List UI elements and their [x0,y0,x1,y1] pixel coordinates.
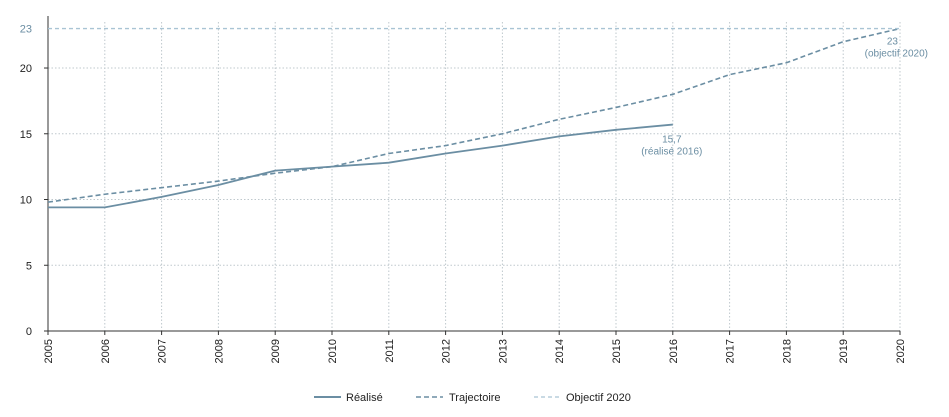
x-tick-label: 2020 [895,339,907,363]
x-tick-label: 2015 [611,339,623,363]
series-group [47,27,901,209]
x-tick-label: 2014 [554,339,566,363]
y-tick-label: 5 [26,260,32,272]
legend-label-realise: Réalisé [346,392,383,404]
x-tick-label: 2009 [270,339,282,363]
x-tick-label: 2017 [725,339,737,363]
series-line-r-alis- [48,123,673,209]
x-tick-label: 2005 [43,339,55,363]
y-axis: 0 5 10 15 20 23 [20,16,49,338]
x-tick-label: 2013 [497,339,509,363]
y-tick-label: 0 [26,326,32,338]
legend: Réalisé Trajectoire Objectif 2020 [314,392,631,404]
legend-label-objectif: Objectif 2020 [566,392,631,404]
y-tick-label: 20 [20,63,32,75]
objective-axis-label: 23 [20,24,32,36]
annotation-objectif-2020-value: 23 [887,37,899,48]
series-line-trajectoire [47,27,901,203]
x-tick-label: 2016 [668,339,680,363]
annotation-realise-2016-caption: (réalisé 2016) [641,147,702,158]
x-tick-label: 2018 [781,339,793,363]
legend-label-trajectoire: Trajectoire [449,392,501,404]
x-tick-label: 2010 [327,339,339,363]
x-tick-label: 2008 [213,339,225,363]
annotations: 15,7(réalisé 2016) 23(objectif 2020) [641,37,928,158]
x-axis: 2005 2006 2007 2008 2009 2010 2011 2012 2013 2014… [43,330,907,363]
x-tick-label: 2007 [157,339,169,363]
x-tick-label: 2006 [100,339,112,363]
y-tick-label: 10 [20,195,32,207]
x-tick-label: 2011 [384,339,396,363]
x-tick-label: 2012 [441,339,453,363]
grid-lines [48,22,901,331]
y-tick-label: 15 [20,129,32,141]
annotation-realise-2016-value: 15,7 [662,135,682,146]
annotation-objectif-2020-caption: (objectif 2020) [865,49,928,60]
x-tick-label: 2019 [838,339,850,363]
